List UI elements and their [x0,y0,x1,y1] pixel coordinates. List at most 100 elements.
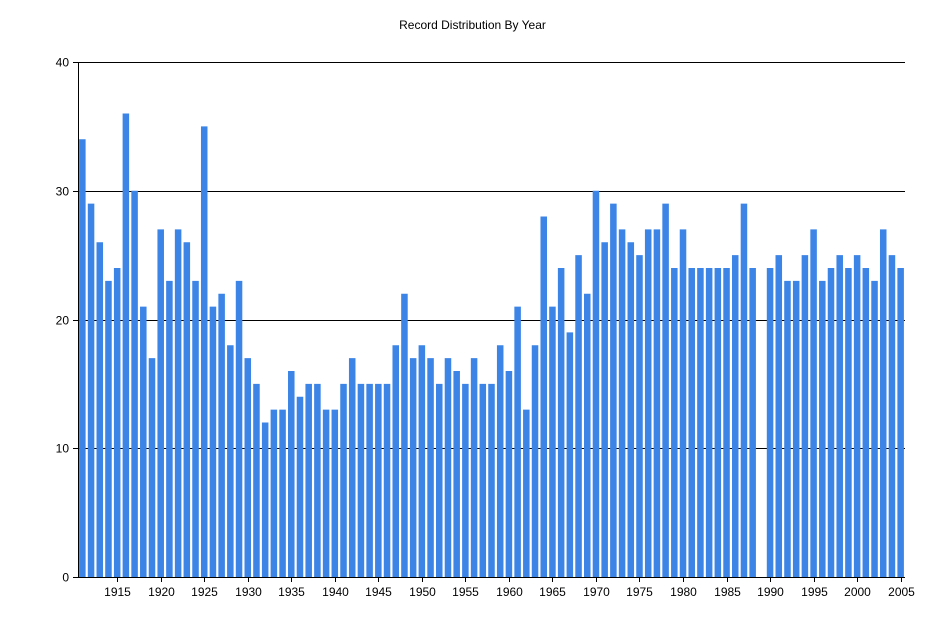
bar-1933 [270,409,278,578]
y-tick-label-30: 30 [56,185,70,199]
bar-1963 [531,345,539,577]
bar-2000 [853,255,861,578]
bar-1938 [314,383,321,578]
bar-1942 [348,358,356,578]
x-tick-label-1935: 1935 [278,585,305,599]
bar-2005 [897,268,904,577]
bar-1966 [557,268,565,577]
bar-1928 [227,345,234,577]
bar-1955 [462,383,469,578]
x-tick-label-1915: 1915 [104,585,131,599]
y-tick-label-20: 20 [56,314,70,328]
bar-1941 [340,383,347,578]
x-tick-label-1995: 1995 [801,585,828,599]
bar-1973 [618,229,626,578]
bar-1924 [192,280,199,578]
bar-1940 [331,409,339,578]
bar-1944 [366,383,373,578]
x-tick-label-1960: 1960 [496,585,523,599]
bar-1912 [87,203,95,578]
x-tick-label-1930: 1930 [235,585,262,599]
x-tick-label-1925: 1925 [191,585,218,599]
x-tick-label-1990: 1990 [757,585,784,599]
bar-1935 [288,371,295,577]
x-tick-label-1950: 1950 [409,585,436,599]
bar-1922 [174,229,182,578]
bar-1995 [810,229,817,578]
bar-1993 [792,280,800,578]
bar-1936 [296,396,304,577]
x-tick-label-1940: 1940 [322,585,349,599]
bar-1960 [505,371,513,577]
bar-1965 [549,306,556,578]
bar-1990 [766,268,774,577]
x-tick-label-1920: 1920 [148,585,175,599]
bar-1957 [479,383,487,578]
x-tick-label-2005: 2005 [888,585,915,599]
bar-1962 [523,409,530,578]
x-tick-label-1965: 1965 [539,585,566,599]
x-tick-label-1970: 1970 [583,585,610,599]
bar-1981 [688,268,695,577]
bar-1932 [261,422,269,577]
bar-1988 [749,268,756,577]
bar-1959 [496,345,504,577]
bar-1945 [375,383,382,578]
bar-1967 [566,332,574,578]
bar-1923 [183,242,191,577]
x-tick-label-1975: 1975 [626,585,653,599]
bar-2002 [871,280,878,578]
bar-1934 [279,409,286,578]
bar-1976 [644,229,652,578]
x-tick-labels: 1915 1920 1925 1930 1935 1940 1945 1950 1955 1960… [104,585,915,599]
bar-1994 [801,255,809,578]
bar-1953 [444,358,452,578]
x-tick-label-1980: 1980 [670,585,697,599]
bar-1998 [836,255,843,578]
bar-1930 [244,358,252,578]
bar-1913 [96,242,104,577]
bar-1958 [488,383,495,578]
axes [73,62,905,582]
bar-1971 [601,242,608,577]
bar-1916 [122,113,130,577]
bar-1983 [705,268,713,577]
bar-1984 [714,268,722,577]
bar-1914 [105,280,112,578]
bar-1972 [610,203,617,578]
y-tick-label-10: 10 [56,442,70,456]
bar-1975 [636,255,643,578]
bar-1931 [253,383,260,578]
bar-1980 [679,229,687,578]
bar-2001 [862,268,870,577]
bar-1968 [575,255,582,578]
bar-1920 [157,229,164,578]
bar-1937 [305,383,312,578]
bar-1949 [409,358,417,578]
bar-1978 [662,203,669,578]
bars [79,113,904,578]
bar-1915 [113,268,121,577]
bar-1952 [436,383,443,578]
bar-1991 [775,255,783,578]
bar-1925 [200,126,208,578]
bar-1919 [148,358,156,578]
bar-1954 [453,371,460,577]
bar-1948 [401,293,408,577]
bar-1946 [383,383,391,578]
bar-1927 [218,293,225,577]
bar-1982 [697,268,704,577]
bar-1977 [653,229,661,578]
bar-1969 [583,293,591,577]
bar-2003 [879,229,887,578]
x-tick-label-1945: 1945 [365,585,392,599]
bar-1964 [540,216,547,577]
bar-2004 [888,255,896,578]
bar-1997 [827,268,835,577]
bar-1992 [784,280,791,578]
x-tick-label-1985: 1985 [714,585,741,599]
bar-1970 [592,190,600,577]
bar-1961 [514,306,521,578]
bar-1996 [819,280,826,578]
